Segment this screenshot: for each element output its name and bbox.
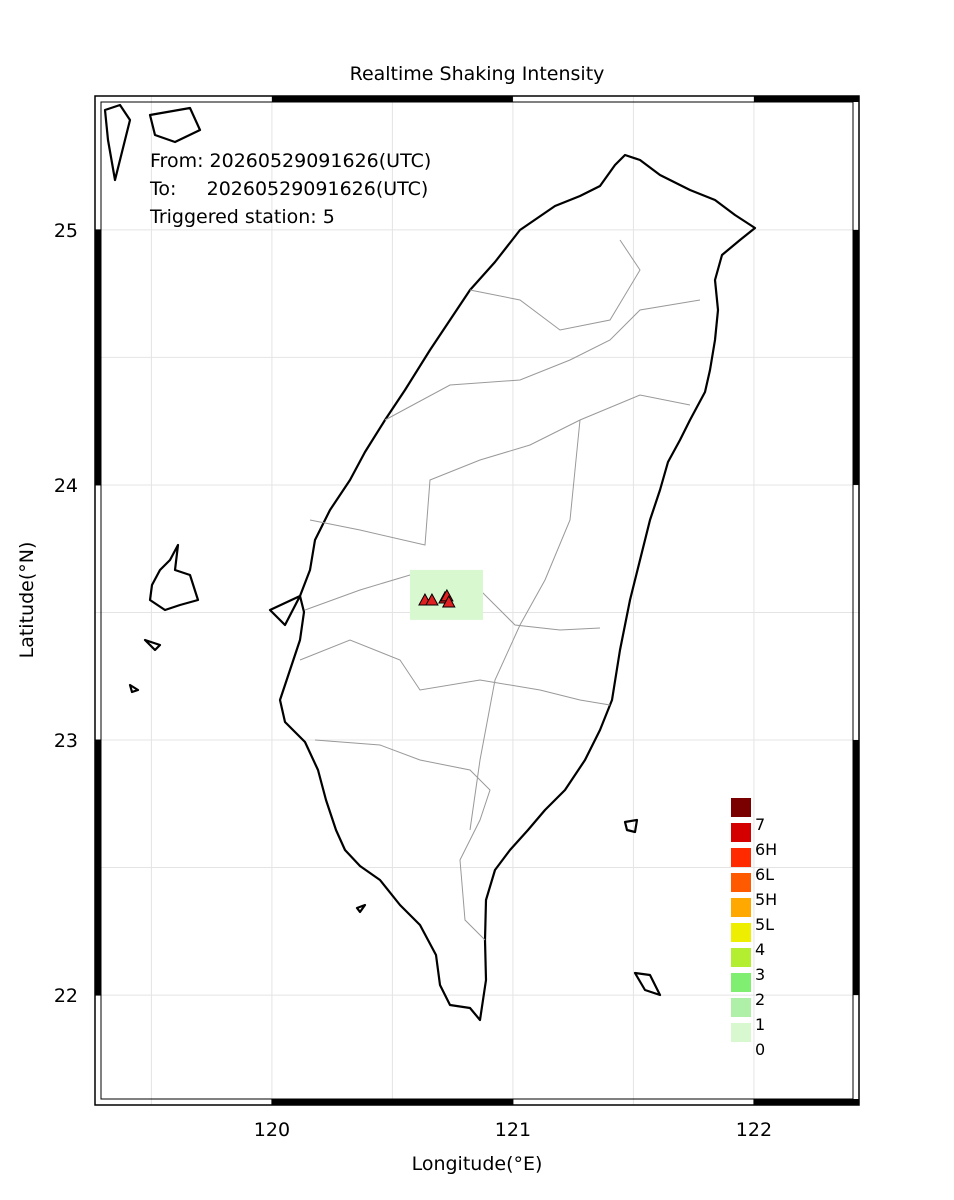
marks [409, 569, 484, 620]
legend-swatch [731, 898, 751, 917]
legend-swatch [731, 873, 751, 892]
x-tick-label: 120 [254, 1119, 290, 1141]
legend-label: 5H [755, 890, 777, 909]
county-line [384, 299, 701, 421]
info-line: From: 20260529091626(UTC) [150, 150, 431, 172]
coastline [103, 103, 757, 1022]
info-line: To: 20260529091626(UTC) [149, 178, 428, 200]
y-tick-label: 22 [54, 985, 78, 1007]
frame-bar [753, 96, 859, 102]
x-tick-label: 122 [736, 1119, 772, 1141]
frame-bar [271, 96, 513, 102]
county-line [314, 739, 491, 941]
penghu-coast [128, 543, 200, 694]
station-triangle [441, 594, 456, 608]
y-tick-label: 24 [54, 475, 78, 497]
title: Realtime Shaking Intensity [350, 63, 605, 85]
info: From: 20260529091626(UTC) To: 20260529091… [149, 150, 431, 228]
legend-label: 0 [755, 1040, 765, 1059]
legend: 7 6H 6L 5H 5L 4 3 2 1 0 [731, 798, 777, 1059]
legend-label: 7 [755, 815, 765, 834]
legend-label: 2 [755, 990, 765, 1009]
county-lines [299, 239, 701, 941]
county-line [309, 394, 691, 546]
frame-bar [753, 1099, 859, 1105]
y-tick-label: 25 [54, 220, 78, 242]
legend-swatch [731, 798, 751, 817]
islet-coast [103, 103, 662, 997]
taiwan-coast [278, 153, 757, 1022]
frame-bar [95, 740, 101, 996]
county-line [469, 239, 641, 331]
legend-label: 4 [755, 940, 765, 959]
frame-bar [95, 229, 101, 485]
legend-swatch [731, 973, 751, 992]
legend-swatch [731, 923, 751, 942]
x-tick-label: 121 [495, 1119, 531, 1141]
county-line [299, 639, 611, 706]
frame-bar [271, 1099, 513, 1105]
legend-swatch [731, 823, 751, 842]
grid [95, 96, 859, 1105]
legend-label: 1 [755, 1015, 765, 1034]
legend-label: 6H [755, 840, 777, 859]
county-line [469, 419, 581, 831]
legend-swatch [731, 1023, 751, 1042]
legend-swatch [731, 848, 751, 867]
frame-bar [853, 229, 859, 485]
legend-swatch [731, 998, 751, 1017]
x-axis-label: Longitude(°E) [412, 1153, 543, 1175]
legend-label: 6L [755, 865, 774, 884]
legend-label: 5L [755, 915, 774, 934]
legend-swatch [731, 948, 751, 967]
info-line: Triggered station: 5 [149, 206, 335, 228]
legend-label: 3 [755, 965, 765, 984]
y-axis-label: Latitude(°N) [16, 542, 38, 659]
y-tick-label: 23 [54, 730, 78, 752]
station-triangle [425, 592, 439, 606]
frame-bar [853, 740, 859, 996]
